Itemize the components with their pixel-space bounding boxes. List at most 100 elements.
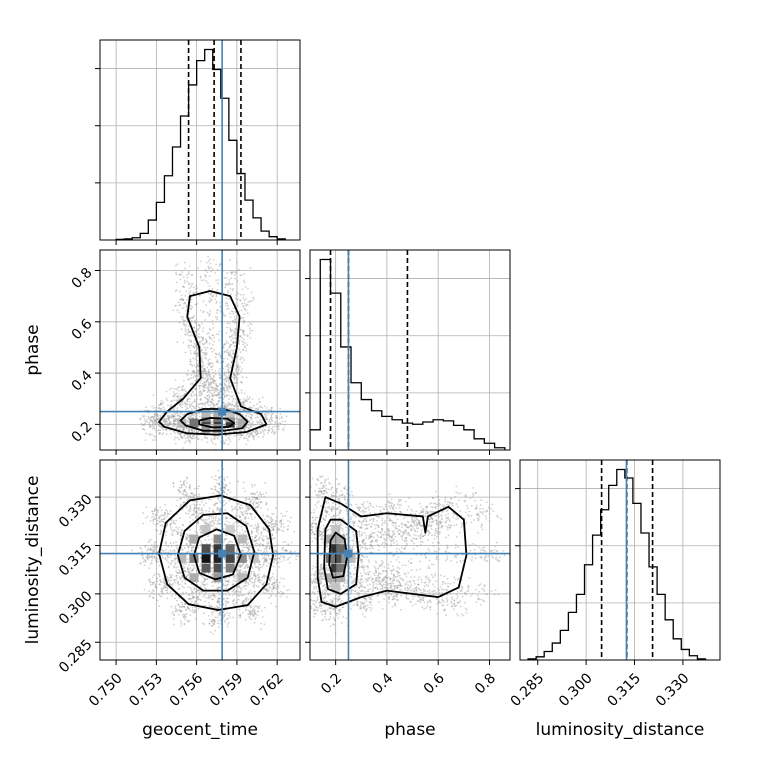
scatter-point [186, 426, 188, 429]
scatter-point [213, 438, 216, 440]
scatter-point [217, 600, 220, 602]
scatter-point [189, 340, 192, 343]
scatter-point [240, 381, 243, 384]
scatter-point [250, 416, 252, 419]
scatter-point [212, 399, 215, 402]
scatter-point [265, 589, 268, 592]
scatter-point [191, 390, 194, 393]
scatter-point [172, 482, 175, 485]
scatter-point [231, 361, 233, 364]
hist-step-phase [310, 258, 506, 450]
scatter-point [206, 522, 208, 525]
scatter-point [270, 413, 273, 416]
scatter-point [150, 544, 153, 547]
scatter-point [212, 592, 215, 595]
scatter-point [192, 357, 195, 360]
scatter-point [218, 369, 220, 372]
scatter-point [180, 435, 183, 438]
scatter-point [253, 574, 255, 577]
scatter-point [247, 541, 250, 544]
scatter-point [187, 417, 190, 420]
scatter-point [255, 539, 258, 542]
scatter-point [169, 576, 172, 579]
scatter-point [193, 564, 195, 567]
scatter-point [225, 297, 228, 300]
scatter-point [175, 425, 177, 427]
scatter-point [248, 615, 251, 618]
scatter-point [226, 302, 229, 305]
scatter-point [172, 482, 175, 484]
scatter-point [142, 512, 145, 514]
scatter-point [190, 319, 193, 322]
scatter-point [223, 423, 226, 426]
scatter-point [197, 589, 200, 592]
scatter-point [243, 345, 246, 348]
scatter-point [155, 586, 158, 589]
scatter-point [153, 426, 156, 429]
scatter-point [255, 496, 258, 499]
scatter-point [243, 404, 246, 407]
panel-2d-phase-vs-luminosity_distance [305, 459, 511, 665]
scatter-point [210, 440, 213, 442]
scatter-point [268, 418, 271, 421]
scatter-point [164, 586, 167, 589]
scatter-point [193, 400, 196, 402]
scatter-point [229, 517, 232, 520]
scatter-point [185, 298, 188, 301]
scatter-point [204, 353, 206, 356]
scatter-point [244, 400, 247, 403]
scatter-point [222, 566, 225, 569]
scatter-point [226, 365, 229, 368]
scatter-point [193, 429, 196, 431]
scatter-point [256, 605, 259, 608]
scatter-point [192, 493, 194, 495]
scatter-point [215, 394, 218, 396]
scatter-point [242, 434, 245, 437]
scatter-point [273, 586, 276, 589]
scatter-point [218, 393, 221, 396]
scatter-point [285, 415, 288, 418]
scatter-point [187, 567, 189, 570]
scatter-point [158, 516, 161, 519]
scatter-point [187, 608, 190, 610]
scatter-point [191, 306, 194, 308]
scatter-point [167, 512, 169, 515]
scatter-point [187, 397, 189, 400]
scatter-point [195, 414, 198, 417]
scatter-point [202, 370, 205, 373]
scatter-point [195, 387, 197, 390]
scatter-point [274, 587, 277, 589]
scatter-point [181, 574, 184, 577]
scatter-point [227, 364, 229, 367]
scatter-point [172, 617, 175, 620]
scatter-point [203, 389, 206, 392]
scatter-point [181, 395, 184, 398]
scatter-point [214, 629, 216, 632]
scatter-point [254, 429, 257, 432]
scatter-point [182, 429, 185, 431]
scatter-point [192, 546, 195, 549]
scatter-point [288, 551, 291, 554]
scatter-point [152, 421, 154, 424]
scatter-point [218, 265, 221, 267]
scatter-point [259, 566, 262, 569]
scatter-point [152, 394, 155, 397]
scatter-point [179, 577, 182, 580]
scatter-point [228, 278, 231, 281]
scatter-point [214, 373, 217, 375]
scatter-point [167, 424, 170, 427]
scatter-point [181, 524, 184, 527]
scatter-point [187, 272, 190, 275]
scatter-point [164, 418, 166, 420]
scatter-point [239, 299, 242, 302]
scatter-point [193, 430, 196, 433]
scatter-point [178, 526, 181, 529]
scatter-point [211, 397, 214, 400]
scatter-point [243, 516, 246, 519]
scatter-point [147, 558, 149, 561]
scatter-point [183, 401, 186, 404]
scatter-point [182, 429, 185, 431]
scatter-point [160, 580, 163, 583]
scatter-point [212, 376, 215, 378]
scatter-point [226, 476, 229, 479]
